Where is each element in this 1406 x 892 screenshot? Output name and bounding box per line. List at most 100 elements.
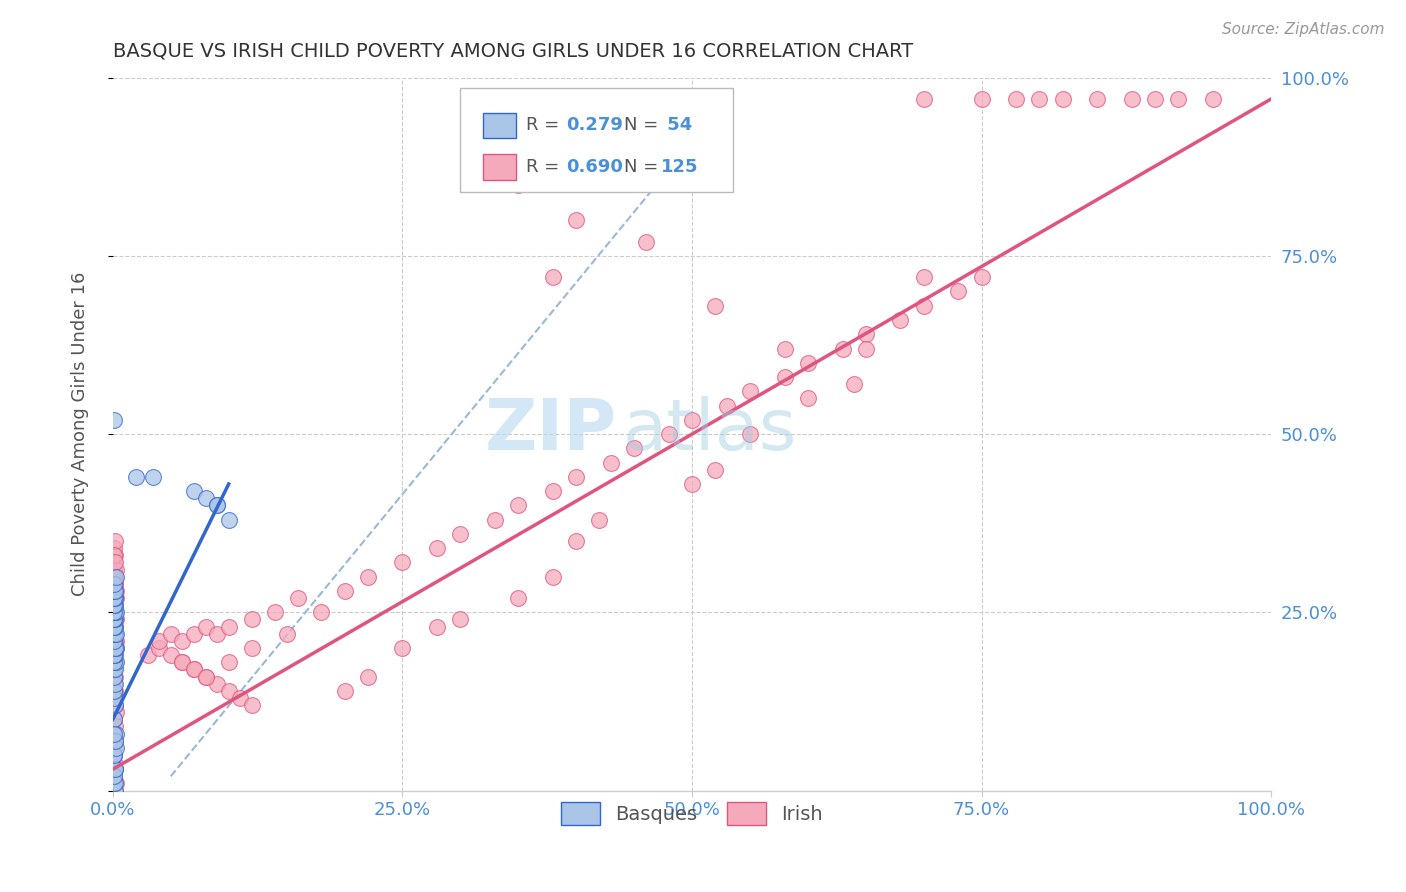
Point (104, 783, 127, 797)
Text: 0.279: 0.279 (565, 116, 623, 135)
Point (738, 427, 761, 442)
Point (105, 726, 128, 740)
Point (105, 640, 128, 655)
FancyBboxPatch shape (484, 154, 516, 179)
Point (105, 626, 128, 640)
Point (103, 541, 125, 556)
Point (103, 769, 125, 783)
Point (205, 626, 228, 640)
Point (103, 570, 125, 584)
Point (103, 755, 125, 769)
Point (142, 470, 165, 484)
Point (449, 612, 471, 626)
Point (240, 640, 263, 655)
Point (889, 313, 911, 327)
Point (105, 740, 128, 755)
Point (103, 669, 125, 683)
Point (103, 662, 125, 676)
Point (103, 599, 125, 613)
Point (103, 648, 125, 662)
Point (103, 577, 125, 591)
Point (103, 605, 125, 619)
Point (103, 591, 125, 606)
Point (136, 648, 159, 662)
Point (183, 626, 205, 640)
Point (183, 662, 205, 676)
Point (948, 285, 970, 299)
Point (681, 413, 703, 427)
Point (105, 633, 128, 648)
Point (565, 534, 588, 549)
Point (104, 605, 127, 619)
Point (104, 584, 127, 599)
Point (172, 633, 194, 648)
Point (103, 413, 125, 427)
Point (508, 499, 530, 513)
Point (391, 640, 413, 655)
Point (103, 612, 125, 626)
Point (1028, 92, 1050, 106)
Point (104, 626, 127, 640)
Point (103, 633, 125, 648)
Point (105, 591, 128, 606)
Text: 54: 54 (661, 116, 692, 135)
Point (311, 605, 333, 619)
Point (103, 676, 125, 690)
Point (333, 683, 356, 698)
Point (103, 584, 125, 599)
Point (104, 762, 127, 776)
Point (565, 470, 588, 484)
Point (681, 477, 703, 491)
Point (103, 626, 125, 640)
Point (205, 499, 228, 513)
Point (105, 612, 128, 626)
Point (104, 676, 127, 690)
Point (103, 648, 125, 662)
Point (104, 605, 127, 619)
Point (658, 427, 681, 442)
Point (1085, 92, 1108, 106)
Point (183, 484, 205, 499)
Point (773, 342, 796, 356)
Point (1167, 92, 1189, 106)
Point (103, 577, 125, 591)
Point (104, 655, 127, 669)
Point (264, 605, 287, 619)
Point (855, 327, 877, 342)
Point (103, 619, 125, 633)
Point (103, 599, 125, 613)
Point (104, 640, 127, 655)
Point (104, 719, 127, 733)
Point (855, 342, 877, 356)
Point (240, 698, 263, 712)
Point (623, 442, 645, 456)
Point (105, 584, 128, 599)
Point (104, 626, 127, 640)
Point (1005, 92, 1028, 106)
Point (104, 733, 127, 747)
Point (105, 776, 128, 790)
Point (205, 676, 228, 690)
Point (541, 270, 564, 285)
Point (103, 626, 125, 640)
Point (912, 299, 935, 313)
Point (104, 776, 127, 790)
Point (104, 556, 127, 570)
Point (104, 762, 127, 776)
FancyBboxPatch shape (484, 112, 516, 138)
Text: 0.690: 0.690 (565, 158, 623, 176)
Point (159, 648, 181, 662)
Point (104, 577, 127, 591)
Point (103, 662, 125, 676)
Point (287, 591, 309, 606)
Point (103, 591, 125, 606)
Point (103, 577, 125, 591)
Point (773, 370, 796, 384)
Text: ZIP: ZIP (485, 396, 617, 465)
Point (104, 591, 127, 606)
Y-axis label: Child Poverty Among Girls Under 16: Child Poverty Among Girls Under 16 (72, 272, 89, 596)
Point (1144, 92, 1167, 106)
Point (1121, 92, 1143, 106)
Point (105, 705, 128, 719)
Text: N =: N = (624, 116, 664, 135)
